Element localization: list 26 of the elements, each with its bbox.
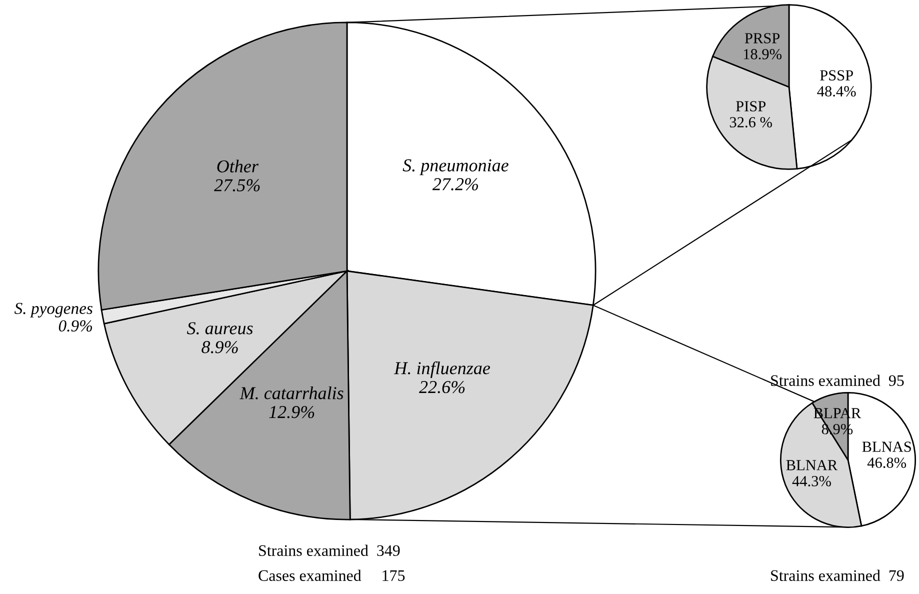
slice-label: S. pneumoniae <box>402 159 508 176</box>
data-label: 0.9% <box>58 320 92 332</box>
slice-label: S. aureus <box>186 322 253 334</box>
data-label: 27.2% <box>432 178 478 190</box>
data-label: 18.9% <box>744 49 782 60</box>
data-label: 12.9% <box>269 406 314 418</box>
data-label: 48.4% <box>817 86 856 97</box>
slice-label: BLNAR <box>786 460 838 470</box>
data-label: 32.6 % <box>730 117 772 128</box>
slice-label: M. catarrhalis <box>240 386 344 400</box>
text: Strains examined 349 <box>259 544 400 556</box>
slice-label: PRSP <box>744 33 780 44</box>
data-label: 27.5% <box>214 179 260 192</box>
data-label: 8.9% <box>202 341 238 354</box>
text: Strains examined 95 <box>771 374 904 386</box>
slice-label: BLNAS <box>862 442 911 452</box>
slice-label: Other <box>217 160 259 172</box>
data-label: 22.6% <box>419 380 465 394</box>
text: Cases examined 175 <box>258 570 405 581</box>
text: Strains examined 79 <box>771 570 904 581</box>
data-label: 46.8% <box>867 458 906 468</box>
data-label: 44.3% <box>792 476 831 486</box>
slice-label: PISP <box>736 101 766 112</box>
slice-label: S. pyogenes <box>14 302 92 318</box>
slice-label: PSSP <box>820 70 853 81</box>
slice-label: H. influenzae <box>394 361 490 378</box>
